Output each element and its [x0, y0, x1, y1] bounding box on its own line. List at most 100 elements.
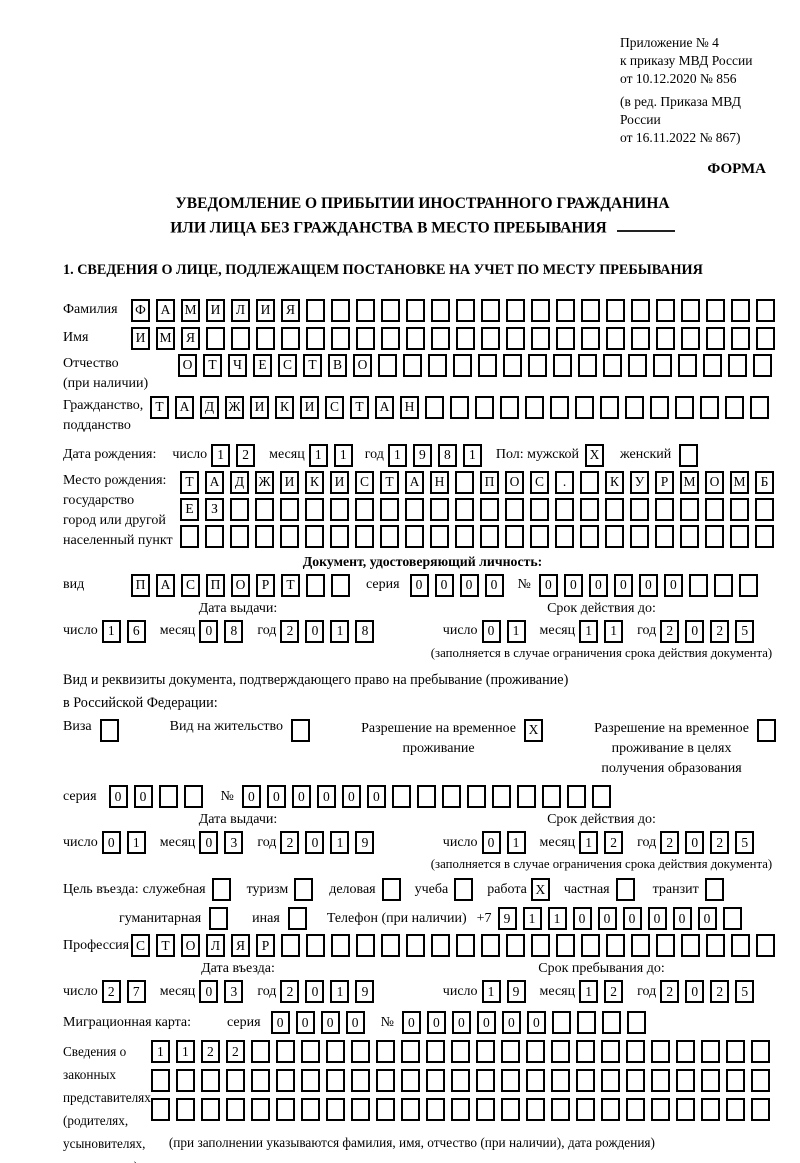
patronymic-cell[interactable]: Т	[203, 353, 222, 377]
birth-place-cell[interactable]	[355, 497, 374, 521]
profession-cell[interactable]	[331, 934, 350, 958]
citizenship-cell[interactable]	[725, 395, 744, 419]
residence-issue-day-cell[interactable]: 0	[101, 831, 121, 855]
phone-cell[interactable]: 9	[497, 907, 517, 931]
valid-year-cell[interactable]: 2	[660, 619, 680, 643]
surname-cell[interactable]	[631, 298, 650, 322]
citizenship-cell[interactable]: Т	[350, 395, 369, 419]
representatives-cell[interactable]	[600, 1040, 620, 1064]
residence-issue-year-cell[interactable]: 0	[305, 831, 325, 855]
given-name-cell[interactable]	[556, 326, 575, 350]
citizenship-cell[interactable]	[425, 395, 444, 419]
birth-place-cell[interactable]: У	[630, 470, 649, 494]
representatives-cell[interactable]	[350, 1098, 370, 1122]
representatives-cell[interactable]	[250, 1040, 270, 1064]
birth-place-cell[interactable]	[430, 497, 449, 521]
given-name-cell[interactable]	[281, 326, 300, 350]
profession-cell[interactable]: О	[181, 934, 200, 958]
purpose-transit-cell[interactable]	[704, 878, 724, 902]
patronymic-cell[interactable]	[728, 353, 747, 377]
representatives-cell[interactable]	[425, 1069, 445, 1093]
patronymic-cell[interactable]	[578, 353, 597, 377]
residence-number-cell[interactable]: 0	[241, 785, 261, 809]
doc-number-cell[interactable]: 0	[663, 573, 683, 597]
citizenship-cell[interactable]	[475, 395, 494, 419]
representatives-cell[interactable]	[725, 1069, 745, 1093]
issue-month-cell[interactable]: 0	[199, 619, 219, 643]
residence-issue-year-cell[interactable]: 1	[330, 831, 350, 855]
profession-cell[interactable]	[481, 934, 500, 958]
residence-valid-year-cell[interactable]: 0	[685, 831, 705, 855]
patronymic-cell[interactable]	[553, 353, 572, 377]
surname-cell[interactable]	[681, 298, 700, 322]
purpose-work-cell[interactable]: X	[530, 878, 550, 902]
patronymic-cell[interactable]	[428, 353, 447, 377]
representatives-cell[interactable]: 2	[200, 1040, 220, 1064]
doc-number-cell[interactable]: 0	[638, 573, 658, 597]
representatives-cell[interactable]	[550, 1069, 570, 1093]
valid-year-cell[interactable]: 2	[710, 619, 730, 643]
surname-cell[interactable]	[756, 298, 775, 322]
valid-month-cell[interactable]: 1	[579, 619, 599, 643]
citizenship-cell[interactable]: А	[375, 395, 394, 419]
birth-place-cell[interactable]	[205, 524, 224, 548]
residence-number-cell[interactable]	[441, 785, 461, 809]
purpose-business-checkbox[interactable]	[381, 878, 407, 902]
education-checkbox-cell[interactable]	[756, 718, 776, 742]
entry-year-cell[interactable]: 9	[355, 980, 375, 1004]
valid-day-cell[interactable]: 0	[481, 619, 501, 643]
representatives-cell[interactable]	[550, 1040, 570, 1064]
profession-cell[interactable]: Т	[156, 934, 175, 958]
given-name-cell[interactable]	[231, 326, 250, 350]
stay-day-cell[interactable]: 1	[481, 980, 501, 1004]
representatives-cell[interactable]	[500, 1040, 520, 1064]
representatives-cell[interactable]	[400, 1098, 420, 1122]
representatives-cell[interactable]	[625, 1040, 645, 1064]
given-name-cell[interactable]	[506, 326, 525, 350]
representatives-cell[interactable]	[425, 1098, 445, 1122]
representatives-row2-cells[interactable]	[150, 1069, 776, 1093]
given-name-cell[interactable]	[606, 326, 625, 350]
migration-number-cell[interactable]	[551, 1011, 571, 1035]
given-name-cell[interactable]	[581, 326, 600, 350]
representatives-cell[interactable]	[325, 1098, 345, 1122]
migration-series-cell[interactable]: 0	[345, 1011, 365, 1035]
representatives-cell[interactable]	[300, 1040, 320, 1064]
birth-place-cell[interactable]: К	[305, 470, 324, 494]
surname-cell[interactable]	[481, 298, 500, 322]
representatives-cell[interactable]	[650, 1040, 670, 1064]
birth-place-cell[interactable]	[730, 524, 749, 548]
representatives-cell[interactable]	[525, 1040, 545, 1064]
given-name-cell[interactable]	[706, 326, 725, 350]
patronymic-cell[interactable]: С	[278, 353, 297, 377]
profession-cell[interactable]	[656, 934, 675, 958]
sex-male-cell[interactable]: X	[585, 443, 605, 467]
citizenship-cell[interactable]	[750, 395, 769, 419]
surname-cell[interactable]	[356, 298, 375, 322]
given-name-cell[interactable]	[256, 326, 275, 350]
doc-kind-cell[interactable]: Р	[256, 573, 275, 597]
doc-kind-cell[interactable]: А	[156, 573, 175, 597]
given-name-cell[interactable]	[756, 326, 775, 350]
option-temp-residence-checkbox[interactable]: X	[524, 718, 549, 742]
birth-place-cell[interactable]	[405, 524, 424, 548]
surname-cell[interactable]	[431, 298, 450, 322]
profession-cell[interactable]	[281, 934, 300, 958]
stay-day-cell[interactable]: 9	[506, 980, 526, 1004]
sex-female-checkbox[interactable]	[679, 443, 704, 467]
birth-year-cell[interactable]: 8	[437, 443, 457, 467]
representatives-cell[interactable]	[475, 1098, 495, 1122]
residence-number-cell[interactable]	[566, 785, 586, 809]
birth-place-cell[interactable]	[305, 524, 324, 548]
birth-place-cell[interactable]	[355, 524, 374, 548]
migration-number-cell[interactable]: 0	[451, 1011, 471, 1035]
